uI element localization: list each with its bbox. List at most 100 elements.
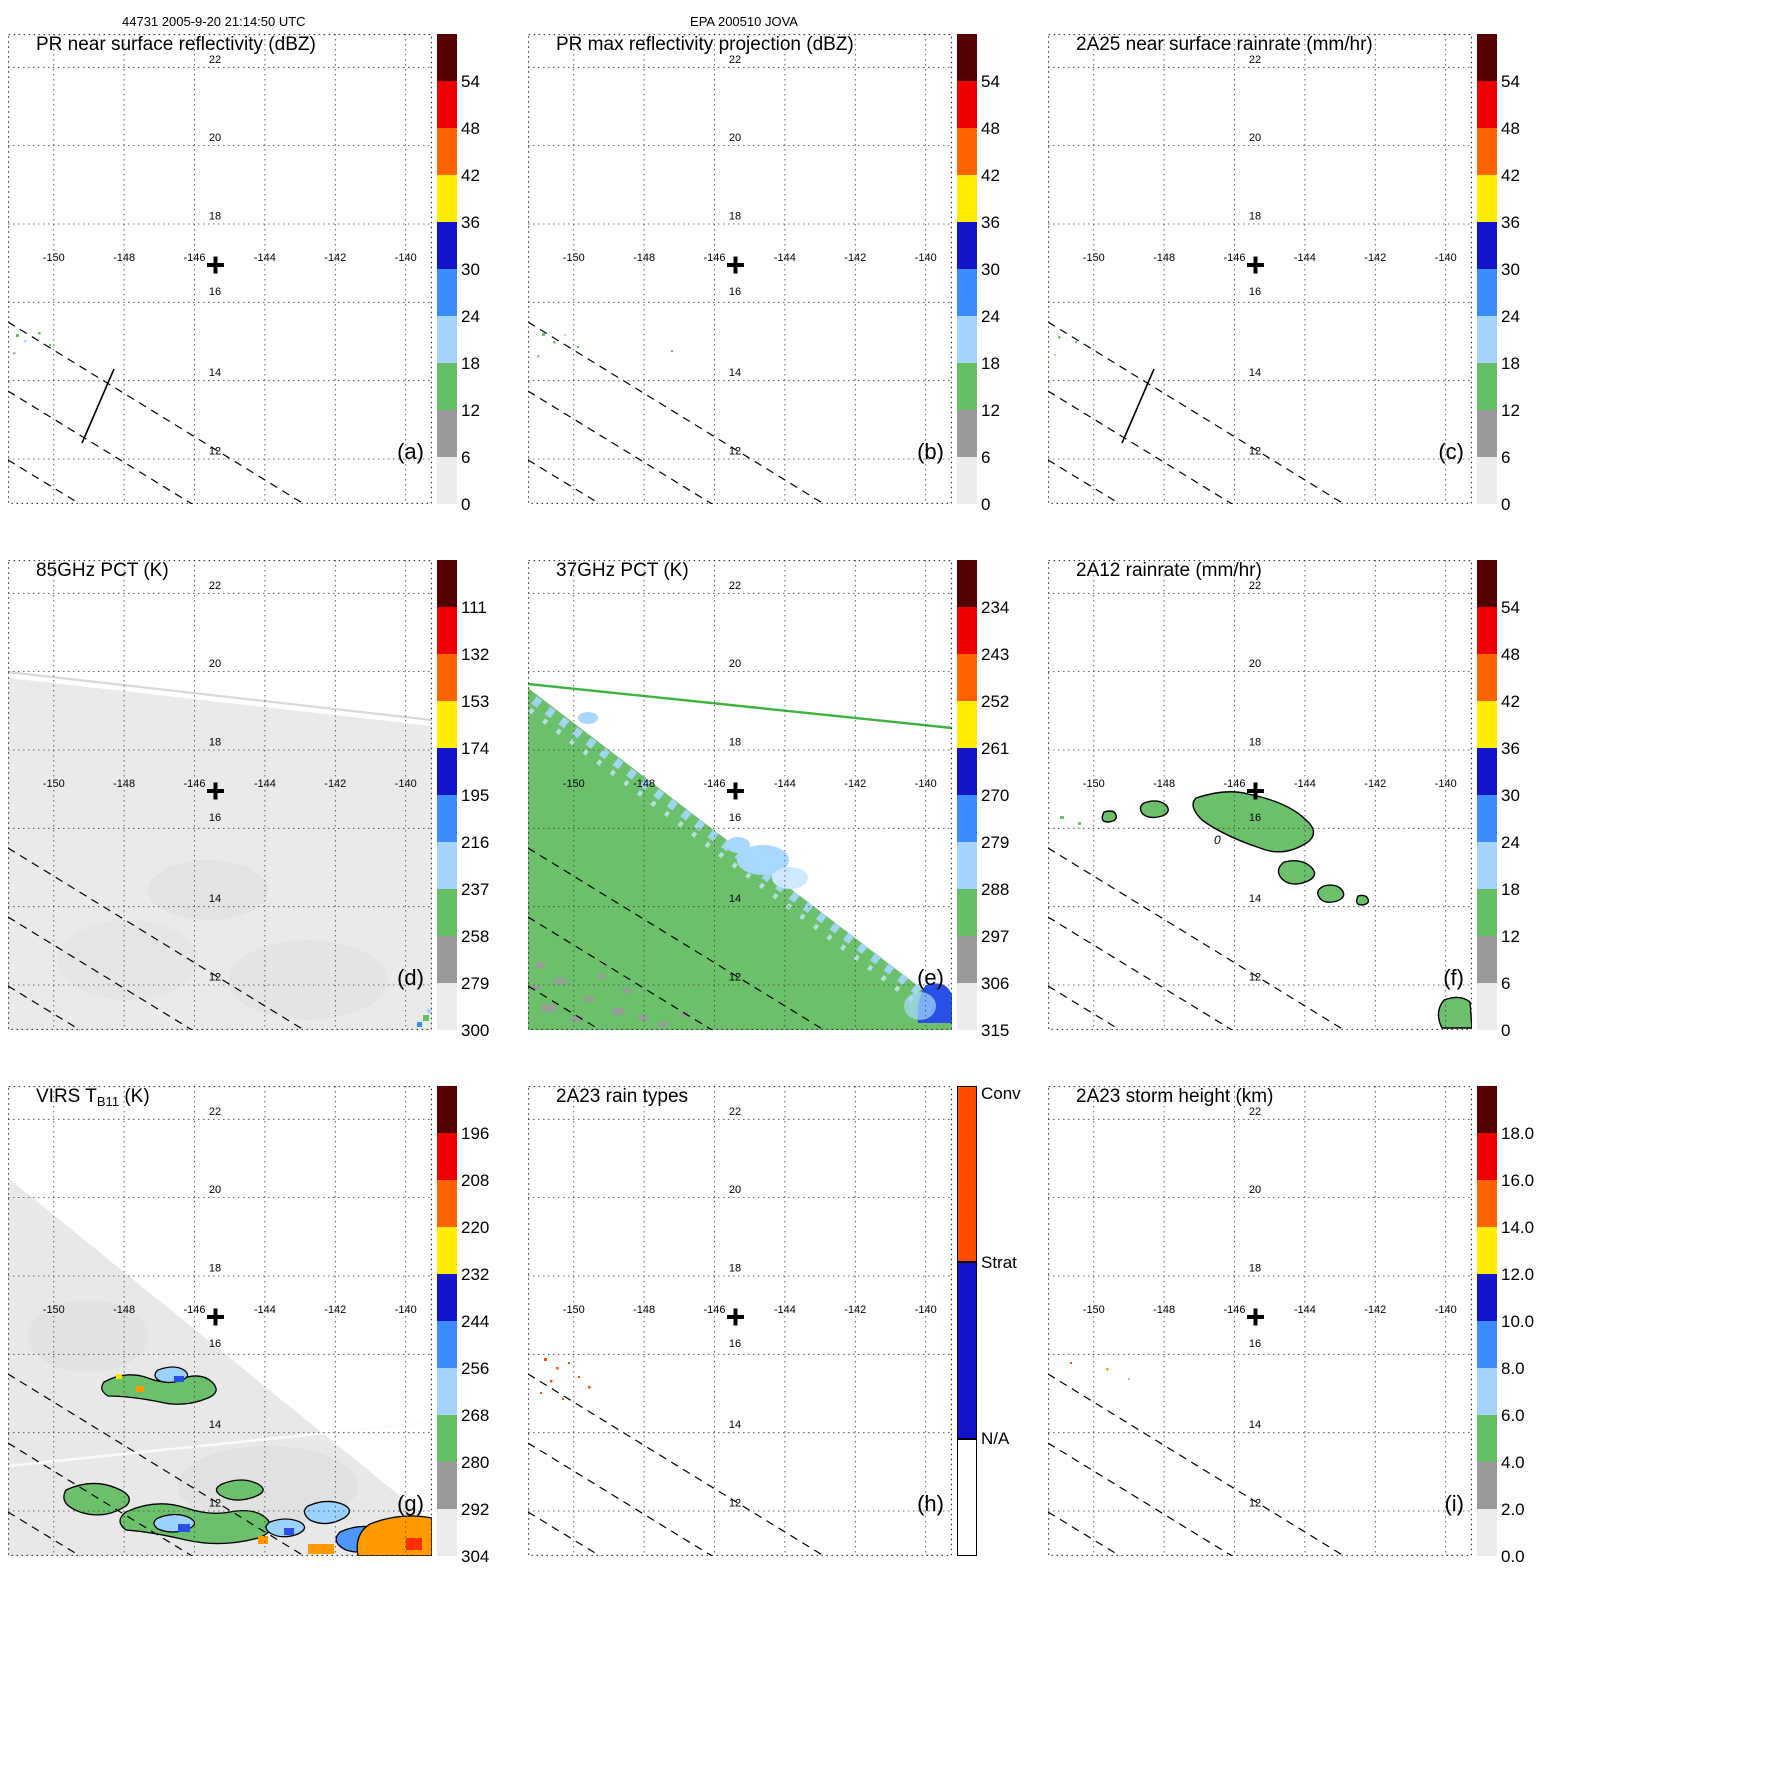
lon-tick-label: -140 — [915, 778, 937, 790]
storm-center-marker — [207, 782, 224, 800]
colorbar-tick: 54 — [1501, 598, 1520, 617]
lon-tick-label: -150 — [1083, 1304, 1105, 1316]
map-plot: -150 -148 -146 -144 -142 -140 22 20 18 16 14 12 2A25… — [1048, 34, 1472, 504]
storm-center-marker — [727, 1308, 744, 1326]
colorbar-segment — [1477, 936, 1497, 983]
colorbar-segment — [1477, 128, 1497, 175]
map-plot: -150 -148 -146 -144 -142 -140 22 20 18 16 14 12 37GH… — [528, 560, 952, 1030]
colorbar-tick: 244 — [461, 1312, 490, 1331]
lat-tick-label: 20 — [1249, 1184, 1261, 1196]
colorbar-segment — [437, 748, 457, 795]
lat-tick-label: 16 — [209, 812, 221, 824]
panel-letter: (i) — [1444, 1491, 1464, 1516]
lat-tick-label: 20 — [1249, 132, 1261, 144]
data-overlay — [8, 670, 432, 1030]
colorbar-segment — [1477, 410, 1497, 457]
axis-labels: -150 -148 -146 -144 -142 -140 22 20 18 16 14 12 2A23… — [1076, 1086, 1464, 1516]
gridlines — [8, 560, 432, 1030]
colorbar — [437, 1086, 457, 1556]
lat-tick-label: 18 — [1249, 737, 1261, 749]
lat-tick-label: 22 — [209, 1106, 221, 1118]
lat-tick-label: 22 — [1249, 54, 1261, 66]
swath-edge-lines — [1048, 847, 1345, 1030]
contour-label: 0 — [1214, 833, 1221, 847]
lon-tick-label: -150 — [563, 1304, 585, 1316]
storm-center-marker — [1247, 782, 1264, 800]
colorbar-tick: 232 — [461, 1265, 490, 1284]
lat-tick-label: 16 — [1249, 1338, 1261, 1350]
lon-tick-label: -144 — [774, 252, 796, 264]
colorbar-segment — [437, 983, 457, 1030]
colorbar-tick: 12.0 — [1501, 1265, 1535, 1284]
colorbar-tick: 280 — [461, 1453, 490, 1472]
colorbar-segment — [1477, 81, 1497, 128]
colorbar-segment — [1477, 316, 1497, 363]
gridlines — [528, 1086, 952, 1556]
panel-grid: -150 -148 -146 -144 -142 -140 22 20 18 16 14 12 PR n… — [0, 28, 1560, 1606]
colorbar-segment — [957, 795, 977, 842]
colorbar-segment — [1477, 1462, 1497, 1509]
gridlines — [8, 34, 432, 504]
colorbar-tick: 54 — [981, 72, 1000, 91]
colorbar-tick: 42 — [1501, 692, 1520, 711]
data-overlay — [537, 333, 673, 358]
colorbar-tick: 14.0 — [1501, 1218, 1535, 1237]
lon-tick-label: -142 — [844, 252, 866, 264]
lon-tick-label: -146 — [1223, 1304, 1245, 1316]
colorbar-tick-labels: 54 48 42 36 30 24 18 12 6 0 — [461, 34, 519, 514]
lon-tick-label: -142 — [1364, 778, 1386, 790]
colorbar-tick: 304 — [461, 1547, 490, 1566]
panel-letter: (f) — [1443, 965, 1464, 990]
colorbar-tick: 36 — [981, 213, 1000, 232]
lon-tick-label: -150 — [43, 252, 65, 264]
colorbar-segment — [437, 1462, 457, 1509]
panel-e: -150 -148 -146 -144 -142 -140 22 20 18 16 14 12 37GH… — [520, 554, 1040, 1080]
colorbar-tick: 279 — [461, 974, 490, 993]
colorbar-tick: 256 — [461, 1359, 490, 1378]
data-overlay — [1054, 336, 1155, 444]
panel-title: 2A12 rainrate (mm/hr) — [1076, 560, 1262, 581]
colorbar-tick: 30 — [1501, 786, 1520, 805]
colorbar-tick: 270 — [981, 786, 1010, 805]
colorbar-tick: 196 — [461, 1124, 490, 1143]
colorbar-tick: 6.0 — [1501, 1406, 1525, 1425]
panel-b: -150 -148 -146 -144 -142 -140 22 20 18 16 14 12 PR m… — [520, 28, 1040, 554]
colorbar-tick: 258 — [461, 927, 490, 946]
colorbar-segment — [1477, 607, 1497, 654]
colorbar-segment — [957, 842, 977, 889]
lon-tick-label: -140 — [915, 252, 937, 264]
swath-edge-lines — [8, 847, 305, 1030]
colorbar-tick: 306 — [981, 974, 1010, 993]
lat-tick-label: 22 — [1249, 1106, 1261, 1118]
lon-tick-label: -144 — [1294, 778, 1316, 790]
axis-labels: -150 -148 -146 -144 -142 -140 22 20 18 16 14 12 85GH… — [36, 560, 424, 990]
swath-edge-lines — [528, 1373, 825, 1556]
colorbar-tick: 243 — [981, 645, 1010, 664]
colorbar-tick: 6 — [1501, 974, 1511, 993]
colorbar-tick: 297 — [981, 927, 1010, 946]
colorbar-tick: 111 — [461, 598, 487, 617]
colorbar-segment — [1477, 1086, 1497, 1133]
swath-edge-lines — [1048, 321, 1345, 504]
colorbar-segment — [1477, 175, 1497, 222]
lon-tick-label: -150 — [563, 252, 585, 264]
lon-tick-label: -142 — [324, 1304, 346, 1316]
colorbar-tick: 12 — [1501, 401, 1520, 420]
map-plot: -150 -148 -146 -144 -142 -140 22 20 18 16 14 12 2A23… — [1048, 1086, 1472, 1556]
colorbar-tick: 18 — [1501, 880, 1520, 899]
colorbar-segment — [437, 795, 457, 842]
map-plot: -150 -148 -146 -144 -142 -140 22 20 18 16 14 12 VIRS… — [8, 1086, 432, 1556]
lat-tick-label: 18 — [729, 211, 741, 223]
lon-tick-label: -146 — [703, 1304, 725, 1316]
colorbar-segment — [1477, 1227, 1497, 1274]
map-plot: -150 -148 -146 -144 -142 -140 22 20 18 16 14 12 PR m… — [528, 34, 952, 504]
lon-tick-label: -148 — [1153, 1304, 1175, 1316]
panel-title: PR near surface reflectivity (dBZ) — [36, 34, 316, 55]
colorbar-segment — [1477, 560, 1497, 607]
colorbar-segment — [1477, 1368, 1497, 1415]
storm-center-marker — [727, 256, 744, 274]
axis-labels: -150 -148 -146 -144 -142 -140 22 20 18 16 14 12 PR m… — [556, 34, 944, 464]
colorbar-segment — [957, 654, 977, 701]
lat-tick-label: 18 — [729, 737, 741, 749]
colorbar-segment — [1477, 222, 1497, 269]
